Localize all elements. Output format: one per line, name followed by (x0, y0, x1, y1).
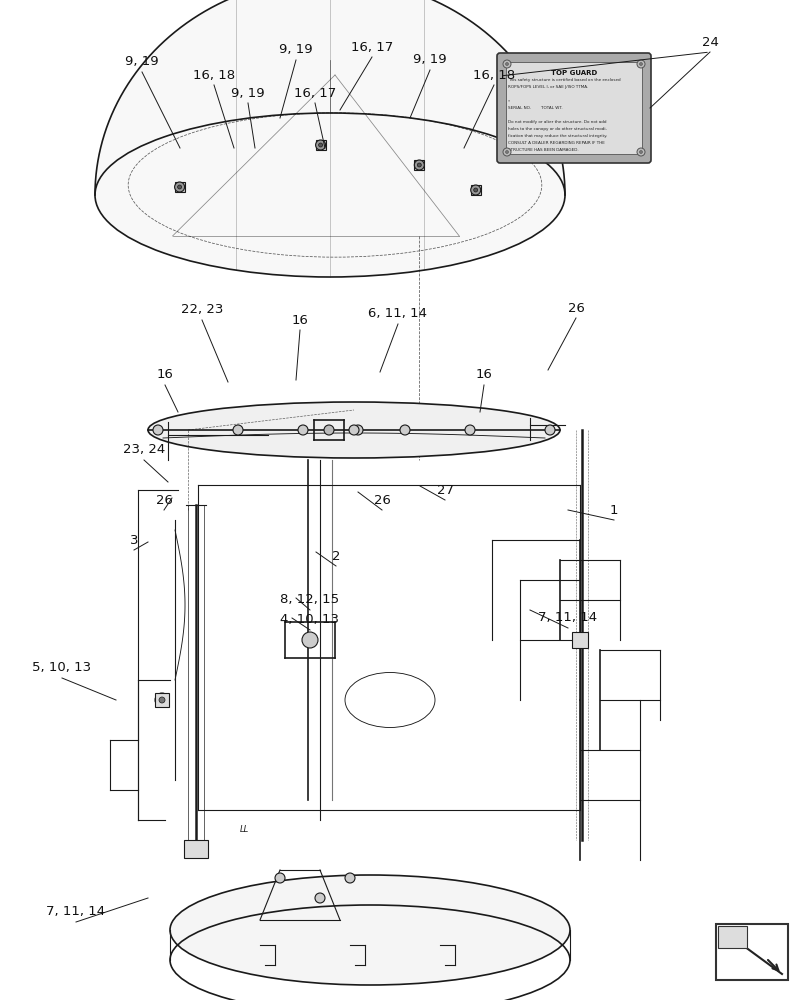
Text: 26: 26 (373, 493, 390, 506)
Text: 16: 16 (157, 368, 173, 381)
Circle shape (503, 60, 511, 68)
Circle shape (155, 693, 169, 707)
Circle shape (316, 140, 325, 150)
Text: 3: 3 (129, 534, 138, 546)
Circle shape (638, 150, 642, 153)
Text: 26: 26 (155, 493, 172, 506)
Text: 9, 19: 9, 19 (413, 53, 446, 66)
Circle shape (470, 185, 480, 195)
Bar (715, 924, 787, 980)
Text: 7, 11, 14: 7, 11, 14 (47, 906, 105, 918)
Text: 9, 19: 9, 19 (279, 43, 312, 56)
Text: 16, 18: 16, 18 (193, 68, 234, 82)
Text: Do not modify or alter the structure. Do not add: Do not modify or alter the structure. Do… (507, 120, 605, 124)
Text: 27: 27 (436, 484, 453, 496)
Text: 16: 16 (475, 368, 491, 381)
Circle shape (315, 893, 324, 903)
Ellipse shape (148, 402, 560, 458)
Bar (470, 185, 480, 195)
Text: 16: 16 (291, 314, 308, 326)
Text: fication that may reduce the structural integrity.: fication that may reduce the structural … (507, 134, 606, 138)
Text: STRUCTURE HAS BEEN DAMAGED.: STRUCTURE HAS BEEN DAMAGED. (507, 148, 578, 152)
Text: holes to the canopy or do other structural modi-: holes to the canopy or do other structur… (507, 127, 606, 131)
Circle shape (473, 188, 477, 192)
Circle shape (503, 148, 511, 156)
Text: 2: 2 (332, 550, 340, 562)
Text: 4, 10, 13: 4, 10, 13 (280, 613, 339, 626)
Bar (316, 140, 325, 150)
Bar (717, 926, 746, 948)
Text: 7, 11, 14: 7, 11, 14 (538, 611, 597, 624)
Circle shape (417, 163, 421, 167)
Bar (414, 160, 424, 170)
Text: *: * (507, 99, 509, 103)
Circle shape (400, 425, 410, 435)
Circle shape (159, 697, 165, 703)
Circle shape (544, 425, 554, 435)
Text: 6, 11, 14: 6, 11, 14 (368, 308, 427, 320)
Text: 16, 17: 16, 17 (350, 40, 393, 53)
Text: This safety structure is certified based on the enclosed: This safety structure is certified based… (507, 78, 620, 82)
Circle shape (174, 182, 185, 192)
FancyBboxPatch shape (505, 62, 642, 154)
Circle shape (505, 150, 507, 153)
Text: SERIAL NO.        TOTAL WT.: SERIAL NO. TOTAL WT. (507, 106, 562, 110)
Circle shape (353, 425, 362, 435)
Text: 9, 19: 9, 19 (125, 55, 159, 68)
Text: LL: LL (240, 825, 249, 834)
Text: 24: 24 (701, 35, 718, 48)
Text: 1: 1 (609, 504, 618, 516)
Text: 16, 18: 16, 18 (472, 68, 515, 82)
Text: 5, 10, 13: 5, 10, 13 (32, 662, 92, 674)
Text: 22, 23: 22, 23 (181, 304, 223, 316)
Bar (184, 840, 208, 858)
Bar (174, 182, 185, 192)
Text: 16, 17: 16, 17 (294, 87, 336, 100)
Circle shape (324, 425, 333, 435)
Circle shape (638, 62, 642, 66)
Ellipse shape (169, 875, 569, 985)
Bar (571, 632, 587, 648)
Text: CONSULT A DEALER REGARDING REPAIR IF THE: CONSULT A DEALER REGARDING REPAIR IF THE (507, 141, 604, 145)
Circle shape (156, 694, 168, 706)
Bar (155, 693, 169, 707)
Circle shape (177, 185, 181, 189)
Circle shape (275, 873, 284, 883)
Circle shape (414, 160, 424, 170)
Text: 23, 24: 23, 24 (123, 444, 165, 456)
Circle shape (233, 425, 243, 435)
Circle shape (464, 425, 475, 435)
Circle shape (298, 425, 308, 435)
Text: 26: 26 (567, 302, 584, 314)
Text: ROPS/FOPS LEVEL I, or SAE J/ISO TTMA.: ROPS/FOPS LEVEL I, or SAE J/ISO TTMA. (507, 85, 588, 89)
Circle shape (636, 60, 644, 68)
Circle shape (318, 143, 322, 147)
Text: 8, 12, 15: 8, 12, 15 (280, 593, 339, 606)
Circle shape (349, 425, 359, 435)
Circle shape (573, 634, 585, 646)
Circle shape (153, 425, 163, 435)
Text: 9, 19: 9, 19 (231, 87, 264, 100)
FancyBboxPatch shape (496, 53, 650, 163)
Polygon shape (95, 0, 565, 277)
Circle shape (344, 873, 355, 883)
Circle shape (636, 148, 644, 156)
Circle shape (505, 62, 507, 66)
Circle shape (302, 632, 318, 648)
Text: TOP GUARD: TOP GUARD (550, 70, 597, 76)
